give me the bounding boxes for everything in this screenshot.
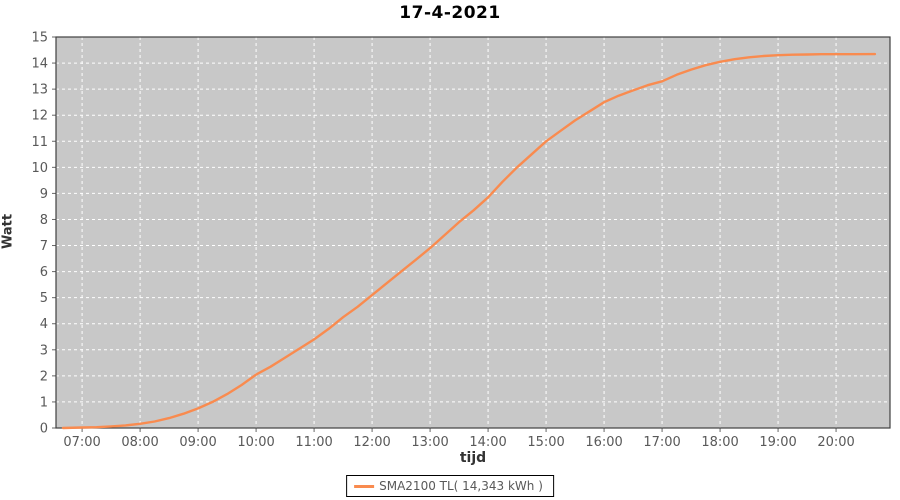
x-tick-label: 17:00 [643, 435, 680, 450]
y-tick-label: 9 [40, 187, 48, 202]
y-tick-label: 0 [40, 422, 48, 437]
y-tick-label: 10 [31, 161, 48, 176]
y-tick-label: 1 [40, 395, 48, 410]
x-tick-label: 07:00 [63, 435, 100, 450]
plot-area [56, 37, 890, 428]
y-tick-label: 11 [31, 135, 48, 150]
y-tick-label: 13 [31, 83, 48, 98]
x-tick-label: 08:00 [121, 435, 158, 450]
x-tick-label: 12:00 [353, 435, 390, 450]
y-tick-label: 6 [40, 265, 48, 280]
legend: SMA2100 TL( 14,343 kWh ) [346, 475, 554, 497]
plot-border [55, 36, 891, 429]
y-tick-label: 4 [40, 317, 48, 332]
x-tick-label: 13:00 [411, 435, 448, 450]
y-tick-label: 12 [31, 109, 48, 124]
y-tick-label: 8 [40, 213, 48, 228]
y-tick-label: 2 [40, 369, 48, 384]
y-tick-label: 3 [40, 343, 48, 358]
x-tick-label: 16:00 [585, 435, 622, 450]
y-axis-label: Watt [0, 213, 16, 250]
chart-title: 17-4-2021 [399, 3, 501, 23]
x-tick-label: 09:00 [179, 435, 216, 450]
x-tick-label: 20:00 [817, 435, 854, 450]
y-tick-label: 5 [40, 291, 48, 306]
x-tick-label: 18:00 [701, 435, 738, 450]
x-tick-label: 19:00 [759, 435, 796, 450]
series-line [61, 52, 877, 430]
x-tick-label: 14:00 [469, 435, 506, 450]
x-axis-label: tijd [459, 450, 487, 466]
y-tick-label: 14 [31, 57, 48, 72]
y-tick-label: 15 [31, 31, 48, 46]
x-tick-label: 15:00 [527, 435, 564, 450]
y-tick-label: 7 [40, 239, 48, 254]
x-tick-label: 10:00 [237, 435, 274, 450]
legend-label: SMA2100 TL( 14,343 kWh ) [379, 479, 543, 493]
legend-line-swatch [354, 484, 375, 488]
x-tick-label: 11:00 [295, 435, 332, 450]
